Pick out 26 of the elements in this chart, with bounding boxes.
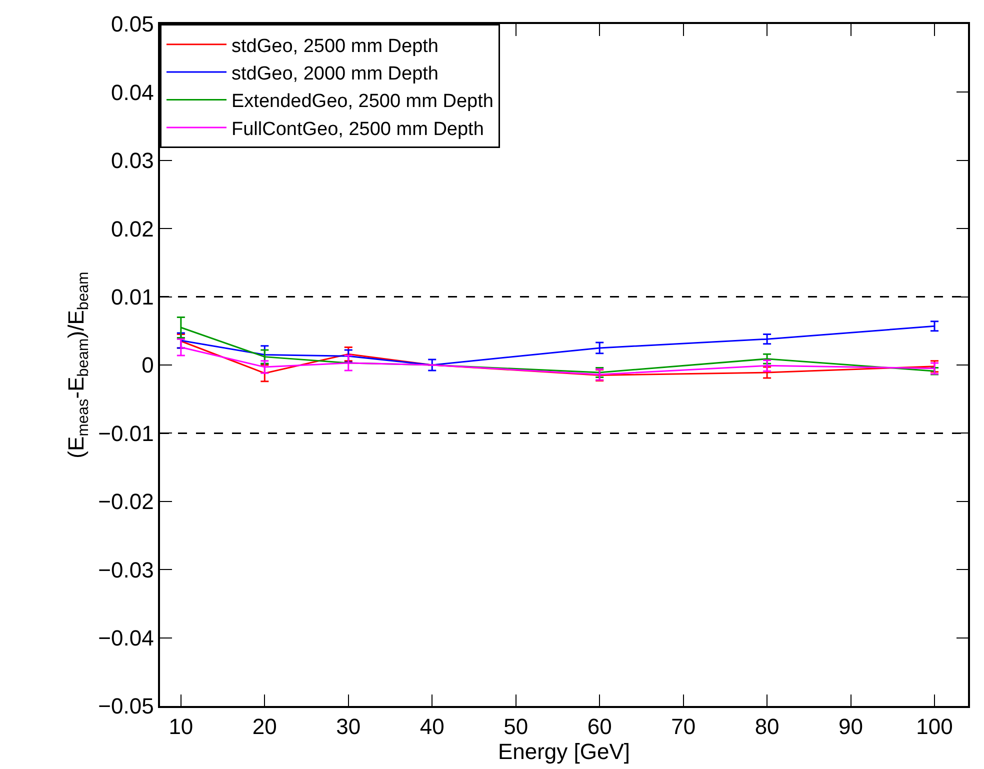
legend-label: stdGeo, 2000 mm Depth: [232, 63, 438, 84]
y-tick-label: 0.04: [111, 80, 154, 105]
x-tick-label: 70: [671, 714, 696, 740]
y-tick-label: −0.04: [98, 626, 154, 650]
legend-label: stdGeo, 2500 mm Depth: [232, 36, 438, 57]
y-tick-label: 0: [142, 352, 154, 378]
y-tick-label: −0.02: [98, 489, 154, 514]
x-tick-label: 60: [587, 714, 612, 740]
x-tick-label: 50: [504, 714, 528, 740]
x-tick-label: 40: [420, 714, 444, 740]
x-tick-label: 80: [754, 714, 780, 740]
y-tick-label: −0.05: [98, 694, 154, 719]
y-tick-label: −0.01: [98, 420, 154, 446]
x-tick-label: 30: [336, 714, 361, 740]
x-tick-label: 90: [838, 714, 864, 740]
legend-label: ExtendedGeo, 2500 mm Depth: [232, 91, 494, 112]
x-axis-title: Energy [GeV]: [498, 739, 630, 764]
legend-label: FullContGeo, 2500 mm Depth: [232, 118, 484, 140]
y-tick-label: 0.02: [111, 216, 154, 242]
x-tick-label: 100: [916, 714, 953, 740]
x-tick-label: 10: [168, 714, 194, 740]
y-tick-label: −0.03: [98, 557, 154, 582]
y-tick-label: 0.05: [111, 12, 154, 37]
y-tick-label: 0.03: [111, 148, 154, 174]
y-tick-label: 0.01: [111, 284, 154, 310]
x-tick-label: 20: [252, 714, 277, 740]
